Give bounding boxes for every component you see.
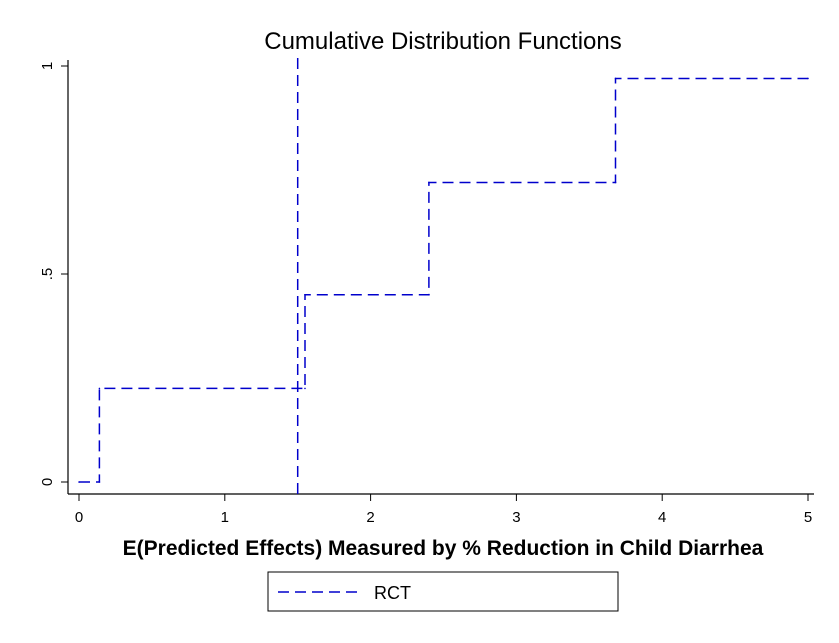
- data-point: [614, 181, 617, 184]
- x-axis-label: E(Predicted Effects) Measured by % Reduc…: [123, 537, 764, 560]
- data-point: [428, 181, 430, 184]
- data-point: [807, 77, 809, 80]
- y-tick-label: 1: [39, 62, 56, 70]
- x-tick-label: 0: [75, 509, 83, 526]
- legend: RCT: [267, 571, 619, 612]
- data-point: [304, 387, 306, 390]
- x-tick-label: 2: [366, 509, 374, 526]
- x-tick-label: 5: [804, 509, 812, 526]
- x-ticks: 0 1 2 3 4 5: [75, 494, 812, 526]
- x-tick-label: 4: [658, 509, 666, 526]
- data-point: [614, 77, 617, 80]
- y-tick-label: .5: [39, 268, 56, 281]
- chart-title: Cumulative Distribution Functions: [264, 28, 621, 55]
- y-ticks: 0.51: [39, 62, 68, 486]
- data-point: [304, 294, 306, 296]
- legend-label-rct: RCT: [374, 583, 411, 603]
- data-point: [98, 387, 101, 390]
- x-tick-label: 3: [512, 509, 520, 526]
- data-point: [78, 481, 80, 483]
- y-tick-label: 0: [39, 478, 56, 486]
- x-tick-label: 1: [221, 509, 229, 526]
- data-point: [98, 481, 101, 483]
- legend-box: [267, 571, 619, 612]
- series-line-rct: [79, 77, 808, 483]
- data-point: [428, 294, 430, 296]
- series-layer: [78, 58, 809, 494]
